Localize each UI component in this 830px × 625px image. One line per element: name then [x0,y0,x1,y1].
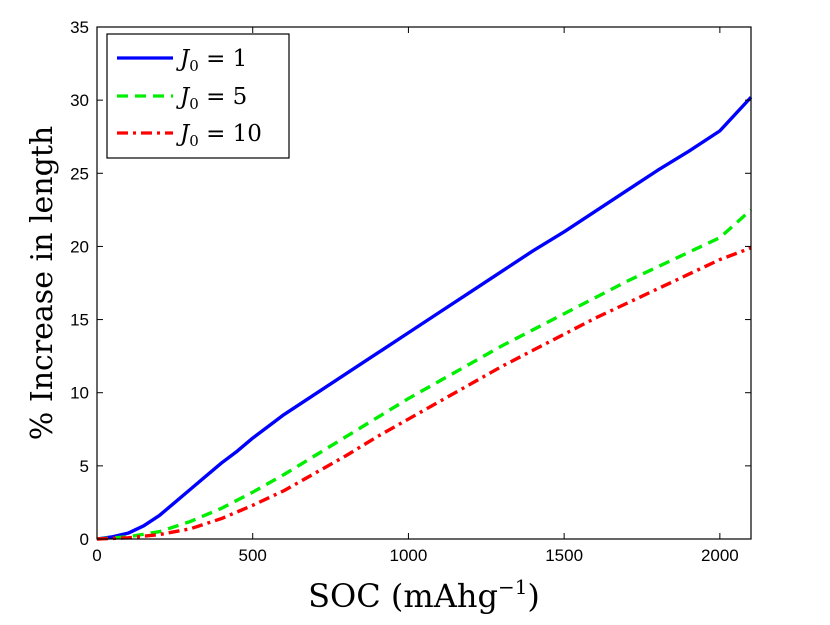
y-tick-label-2: 10 [70,384,89,403]
legend-value-1: = 5 [199,84,248,110]
x-tick-label-1: 500 [239,546,267,565]
axes-layer [96,26,752,540]
legend-label-j0-5: J0 = 5 [176,84,247,113]
y-tick-label-7: 35 [70,18,89,37]
legend-value-0: = 1 [199,46,248,72]
y-tick-label-4: 20 [70,237,89,256]
axes-frame [96,26,752,540]
y-tick-label-6: 30 [70,91,89,110]
legend-sub-0: 0 [189,57,199,75]
ticks-layer: 0 500 1000 1500 2000 0 5 10 15 20 25 30 35 [70,18,751,565]
legend-sub-2: 0 [189,132,199,150]
x-axis-title-main: SOC (mAhg [308,577,498,615]
legend-label-j0-10: J0 = 10 [176,121,262,150]
legend-j-1: J [176,84,191,110]
legend: J0 = 1 J0 = 5 J0 = 10 [106,33,290,159]
x-axis-title: SOC (mAhg−1) [308,575,540,615]
legend-sub-1: 0 [189,95,199,113]
legend-value-2: = 10 [199,121,262,147]
x-axis-title-close: ) [527,577,539,615]
series-layer [96,96,753,541]
y-tick-label-3: 15 [70,311,89,330]
y-tick-label-0: 0 [80,530,89,549]
x-tick-label-4: 2000 [701,546,739,565]
legend-j-2: J [176,121,191,147]
x-tick-label-0: 0 [92,546,101,565]
x-tick-label-3: 1500 [545,546,583,565]
y-tick-label-5: 25 [70,164,89,183]
y-tick-label-1: 5 [80,457,89,476]
legend-j-0: J [176,46,191,72]
legend-label-j0-1: J0 = 1 [176,46,247,75]
series-line-1 [96,96,753,541]
y-axis-title: % Increase in length [25,126,60,440]
series-line-2 [96,208,753,541]
series-line-3 [96,246,752,541]
x-tick-label-2: 1000 [390,546,428,565]
x-axis-title-sup: −1 [498,575,527,599]
